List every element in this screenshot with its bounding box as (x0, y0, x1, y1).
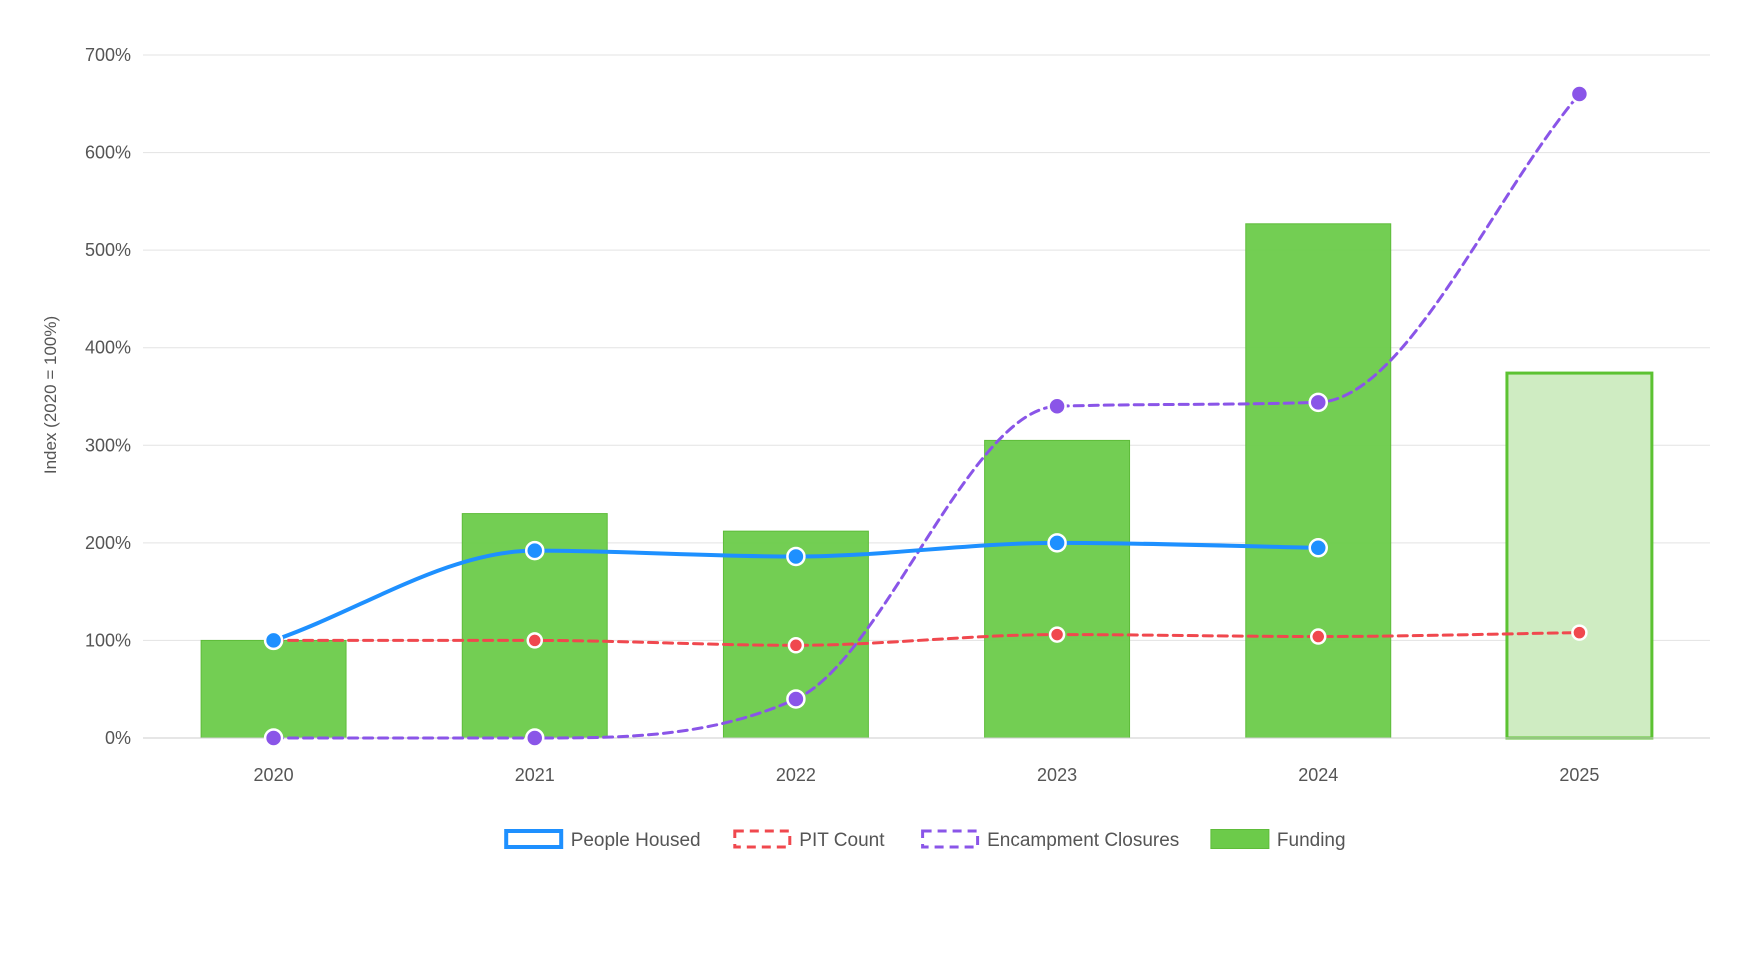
legend-label: Encampment Closures (987, 830, 1179, 851)
point-pit-count-2023[interactable] (1048, 626, 1066, 643)
point-people-housed-2021[interactable] (525, 540, 545, 561)
x-tick-label: 2024 (1298, 765, 1338, 785)
y-tick-label: 400% (85, 338, 131, 358)
legend-swatch (921, 829, 980, 849)
point-people-housed-2023[interactable] (1047, 533, 1067, 553)
bar-funding-2024[interactable] (1245, 223, 1392, 739)
y-tick-label: 600% (85, 143, 131, 163)
legend-item-people-housed[interactable]: People Housed (504, 829, 701, 851)
x-tick-label: 2022 (776, 765, 816, 785)
bar-funding-2020[interactable] (200, 639, 347, 739)
x-tick-label: 2025 (1559, 765, 1599, 785)
legend-swatch (733, 829, 792, 849)
line-points (263, 84, 1590, 748)
point-pit-count-2024[interactable] (1310, 628, 1327, 645)
y-tick-label: 100% (85, 630, 131, 650)
point-pit-count-2021[interactable] (526, 632, 543, 649)
line-encampment-closures[interactable] (272, 92, 1581, 740)
point-encampment-closures-2025[interactable] (1569, 84, 1590, 104)
y-tick-label: 500% (85, 240, 131, 260)
legend-swatch (504, 829, 564, 849)
point-pit-count-2022[interactable] (787, 637, 805, 654)
x-tick-label: 2023 (1037, 765, 1077, 785)
y-axis: 0% 100% 200% 300% 400% 500% 600% 700% (85, 45, 131, 748)
line-pit-count[interactable] (272, 631, 1581, 647)
y-tick-label: 200% (85, 533, 131, 553)
point-encampment-closures-2024[interactable] (1308, 392, 1328, 413)
funding-bars (200, 223, 1654, 740)
legend-label: PIT Count (799, 830, 885, 851)
y-tick-label: 700% (85, 45, 131, 65)
point-encampment-closures-2020[interactable] (263, 728, 284, 748)
x-axis: 2020 2021 2022 2023 2024 2025 (254, 765, 1600, 785)
legend-item-pit-count[interactable]: PIT Count (733, 829, 885, 851)
x-tick-label: 2021 (515, 765, 555, 785)
point-encampment-closures-2021[interactable] (525, 728, 545, 748)
point-pit-count-2025[interactable] (1571, 624, 1588, 641)
legend-item-encampment-closures[interactable]: Encampment Closures (921, 829, 1180, 851)
point-people-housed-2020[interactable] (263, 630, 284, 651)
y-tick-label: 300% (85, 435, 131, 455)
point-people-housed-2024[interactable] (1308, 537, 1328, 558)
legend[interactable]: People Housed PIT Count Encampment Closure… (504, 829, 1346, 852)
legend-item-funding[interactable]: Funding (1210, 829, 1346, 852)
y-axis-title: Index (2020 = 100%) (41, 316, 60, 474)
bar-funding-2025-projected[interactable] (1505, 371, 1654, 740)
legend-swatch (1210, 829, 1270, 849)
y-tick-label: 0% (105, 728, 131, 748)
point-people-housed-2022[interactable] (786, 546, 806, 567)
bar-funding-2023[interactable] (984, 439, 1131, 739)
point-encampment-closures-2023[interactable] (1047, 396, 1067, 417)
x-tick-label: 2020 (254, 765, 294, 785)
legend-label: Funding (1277, 830, 1346, 851)
grid-lines (143, 54, 1710, 739)
point-encampment-closures-2022[interactable] (786, 689, 806, 709)
legend-label: People Housed (571, 830, 701, 851)
